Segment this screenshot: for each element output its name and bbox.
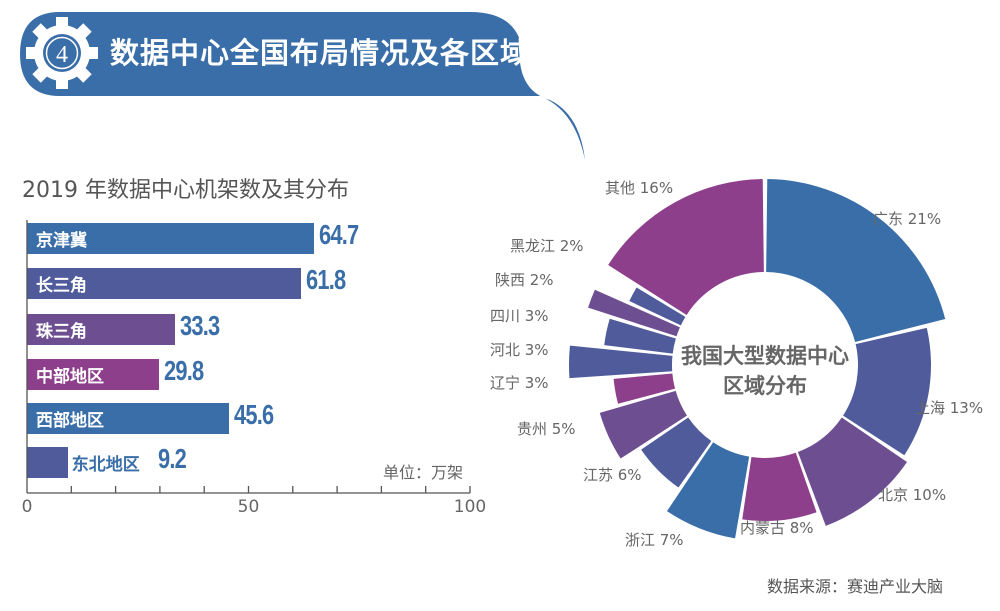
- unit-label: 单位：万架: [383, 463, 464, 482]
- bar-category-label: 西部地区: [36, 411, 104, 431]
- bar-category-label: 京津冀: [36, 231, 87, 251]
- gear-icon: 4: [26, 17, 98, 89]
- slice-label: 黑龙江 2%: [510, 237, 584, 255]
- donut-slice-12: [608, 179, 764, 316]
- donut-slice-6: [599, 390, 687, 459]
- bar-category-label: 中部地区: [36, 367, 104, 387]
- bar-value-label: 9.2: [157, 443, 187, 474]
- donut-slice-11: [629, 287, 686, 326]
- bar-4: 西部地区 45.6: [27, 399, 274, 434]
- donut-slice-3: [742, 452, 817, 521]
- bar-category-label: 东北地区: [71, 455, 140, 475]
- bar-value-label: 33.3: [179, 310, 220, 341]
- donut-slice-2: [797, 417, 908, 526]
- bar-2: 珠三角 33.3: [27, 310, 220, 345]
- bar-category-label: 珠三角: [36, 322, 87, 342]
- donut-slice-1: [843, 327, 931, 456]
- donut-center-title: 区域分布: [723, 374, 807, 398]
- slice-label: 贵州 5%: [517, 420, 576, 438]
- bar-value-label: 61.8: [305, 264, 346, 295]
- bar-3: 中部地区 29.8: [27, 355, 204, 390]
- slice-label: 内蒙古 8%: [740, 519, 814, 537]
- donut-slice-10: [588, 289, 680, 337]
- page-title: 数据中心全国布局情况及各区域占比: [110, 36, 591, 70]
- donut-slice-0: [766, 179, 946, 342]
- bar-value-label: 45.6: [234, 399, 274, 430]
- donut-center-title: 我国大型数据中心: [681, 344, 849, 368]
- section-number: 4: [56, 42, 68, 68]
- donut-slice-9: [604, 318, 676, 354]
- donut-slice-5: [641, 417, 712, 488]
- bar-5: 东北地区 9.2: [27, 443, 187, 478]
- slice-label: 浙江 7%: [625, 531, 684, 549]
- x-tick-label: 50: [237, 497, 260, 517]
- slice-label: 江苏 6%: [583, 466, 642, 484]
- bar-category-label: 长三角: [36, 276, 87, 296]
- bar-1: 长三角 61.8: [27, 264, 346, 299]
- bar-value-label: 64.7: [318, 219, 359, 250]
- data-source: 数据来源：赛迪产业大脑: [767, 577, 944, 596]
- x-tick-label: 100: [453, 497, 487, 517]
- slice-label: 四川 3%: [490, 307, 549, 325]
- x-tick-label: 0: [21, 497, 33, 517]
- slice-label: 河北 3%: [490, 341, 549, 359]
- slice-label: 陕西 2%: [495, 271, 554, 289]
- header-banner: [20, 12, 585, 160]
- slice-label: 北京 10%: [878, 486, 946, 504]
- bar-0: 京津冀 64.7: [27, 219, 359, 254]
- slice-label: 广东 21%: [873, 210, 941, 228]
- bar-chart-title: 2019 年数据中心机架数及其分布: [22, 178, 349, 203]
- donut-slice-8: [569, 345, 673, 379]
- slice-label: 辽宁 3%: [490, 374, 549, 392]
- slice-label: 其他 16%: [605, 179, 673, 197]
- donut-slice-4: [666, 442, 750, 539]
- donut-slice-7: [613, 373, 676, 404]
- bar-value-label: 29.8: [164, 355, 204, 386]
- slice-label: 上海 13%: [915, 399, 983, 417]
